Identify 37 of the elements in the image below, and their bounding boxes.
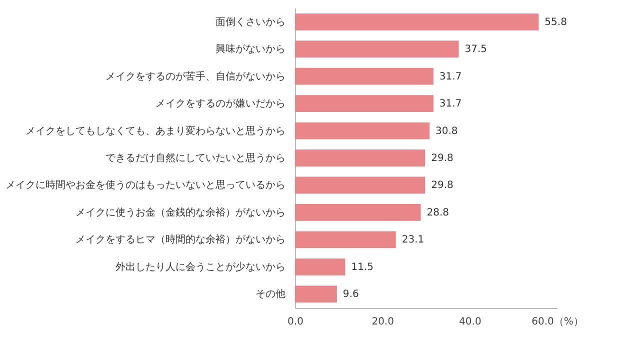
x-tick-label: 40.0	[459, 316, 482, 328]
y-tick-label: その他	[256, 288, 286, 300]
data-label: 9.6	[342, 289, 359, 300]
bar	[295, 258, 346, 276]
data-label: 29.8	[431, 153, 454, 164]
y-tick-label: メイクに使うお金（金銭的な余裕）がないから	[76, 206, 286, 218]
bar	[295, 286, 337, 303]
y-tick-label: 外出したり人に会うことが少ないから	[116, 260, 286, 273]
y-tick-label: 興味がないから	[216, 43, 286, 56]
y-tick-label: メイクをするのが嫌いだから	[156, 98, 286, 110]
bar	[295, 122, 430, 140]
y-tick-label: メイクをするヒマ（時間的な余裕）がないから	[76, 234, 286, 246]
bar	[295, 231, 396, 248]
bar	[295, 13, 539, 30]
data-label: 31.7	[439, 71, 462, 82]
bar	[295, 204, 421, 221]
data-label: 29.8	[431, 180, 454, 192]
x-tick-label: 0.0	[288, 316, 304, 328]
bar	[295, 95, 434, 112]
data-label: 55.8	[544, 16, 567, 28]
y-tick-label: メイクをしてもしなくても、あまり変わらないと思うから	[26, 124, 286, 137]
data-label: 31.7	[439, 98, 462, 110]
data-label: 28.8	[426, 207, 450, 218]
bar	[295, 40, 459, 58]
x-tick-label: 60.0（%）	[532, 316, 584, 328]
data-label: 11.5	[351, 262, 374, 273]
bar	[295, 68, 434, 85]
bar	[295, 150, 426, 166]
y-tick-label: メイクをするのが苦手、自信がないから	[106, 70, 286, 82]
data-label: 23.1	[402, 234, 424, 246]
data-label: 30.8	[435, 126, 458, 137]
y-tick-label: 面倒くさいから	[216, 16, 286, 28]
x-tick-label: 20.0	[372, 316, 394, 328]
bar	[295, 176, 426, 194]
y-tick-label: メイクに時間やお金を使うのはもったいないと思っているから	[6, 179, 286, 192]
y-tick-label: できるだけ自然にしていたいと思うから	[106, 152, 286, 164]
data-label: 37.5	[464, 44, 488, 56]
